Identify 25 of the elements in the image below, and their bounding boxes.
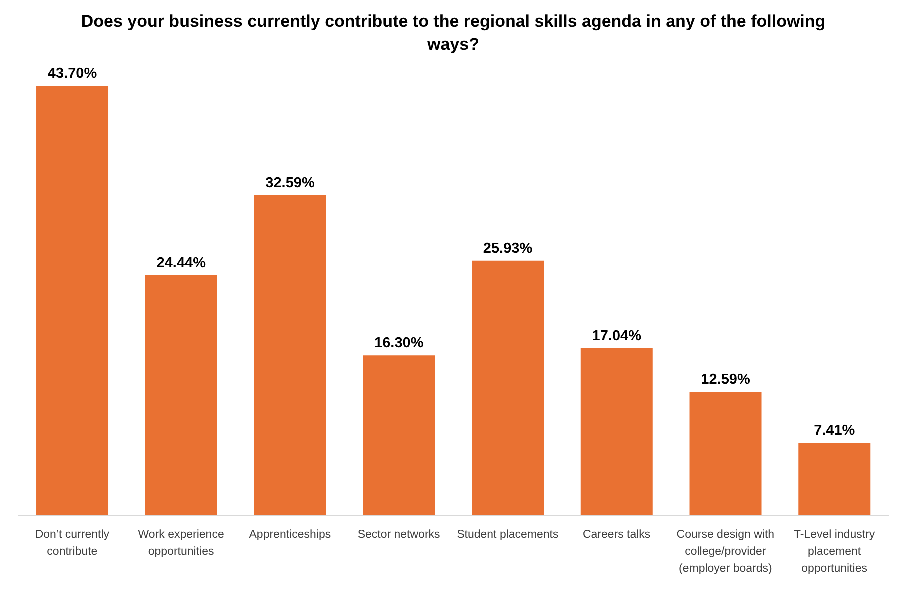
x-tick-label: Course design with college/provider (employer boards) xyxy=(676,529,775,575)
bar xyxy=(254,195,326,516)
bar xyxy=(36,86,109,516)
data-label: 24.44% xyxy=(156,256,206,272)
bar xyxy=(145,276,218,516)
x-tick-label: Sector networks xyxy=(358,529,441,541)
x-tick-label: Student placements xyxy=(457,529,560,541)
x-tick-label: Apprenticeships xyxy=(249,529,332,541)
data-label: 12.59% xyxy=(701,372,750,388)
data-label: 16.30% xyxy=(374,336,424,352)
bar xyxy=(798,443,871,516)
data-label: 17.04% xyxy=(592,328,642,344)
x-tick-label: Careers talks xyxy=(582,529,651,541)
data-label: 7.41% xyxy=(814,423,856,440)
bar xyxy=(580,348,653,516)
data-label: 25.93% xyxy=(483,240,533,257)
bar xyxy=(690,392,762,516)
data-label: 43.70% xyxy=(48,66,98,82)
bar xyxy=(363,356,436,516)
x-tick-label: Work experience opportunities xyxy=(138,529,224,558)
chart-title: Does your business currently contribute to the regional skills agenda in any of the following ways? xyxy=(80,11,827,56)
x-tick-label: T-Level industry placement opportunities xyxy=(794,529,876,575)
data-label: 32.59% xyxy=(266,175,315,192)
x-tick-label: Don’t currently contribute xyxy=(35,529,110,558)
bar xyxy=(472,260,544,516)
